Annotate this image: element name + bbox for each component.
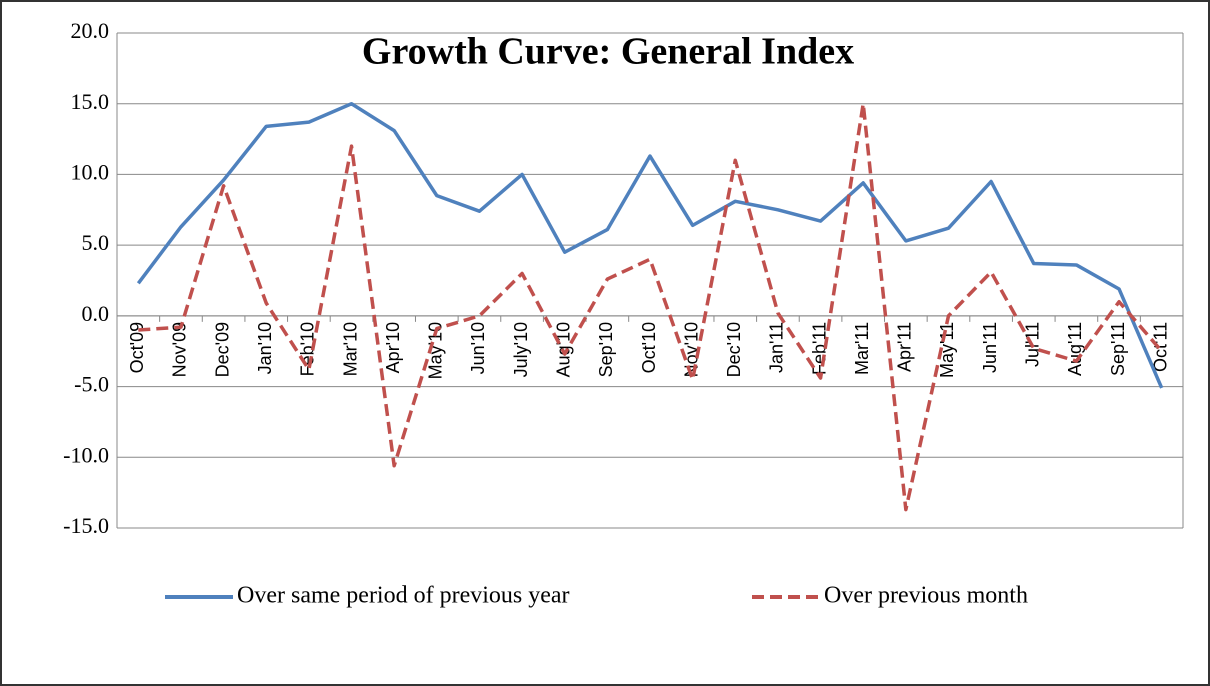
y-tick-label: 15.0 [71,89,110,114]
y-tick-label: 10.0 [71,159,110,184]
x-tick-label: Oct'11 [1150,322,1170,372]
legend-label: Over previous month [824,583,1028,609]
y-tick-label: 0.0 [82,301,110,326]
x-tick-label: Feb'10 [298,322,318,376]
x-tick-label: Jan'11 [767,322,787,373]
y-tick-label: -5.0 [74,372,109,397]
series-line [136,101,1164,389]
y-tick-label: -15.0 [63,513,109,538]
legend-label: Over same period of previous year [237,583,570,609]
x-tick-label: Mar'11 [852,322,872,375]
x-tick-label: Aug'11 [1065,322,1085,376]
x-tick-label: Dec'10 [724,322,744,377]
x-tick-label: Oct'09 [127,322,147,373]
x-tick-label: Nov'10 [681,322,701,377]
y-tick-label: 5.0 [82,230,110,255]
x-tick-label: Sep'10 [596,322,616,378]
x-tick-label: Mar'10 [340,322,360,376]
x-tick-label: Apr'11 [895,322,915,372]
x-tick-label: Nov'09 [170,322,190,377]
x-tick-label: May'10 [426,322,446,379]
x-tick-label: Jun'10 [468,322,488,374]
y-tick-label: -10.0 [63,442,109,467]
chart-title: Growth Curve: General Index [362,31,854,73]
x-tick-label: May'11 [937,322,957,378]
x-tick-label: Jan'10 [255,322,275,374]
x-tick-label: Jun'11 [980,322,1000,373]
y-tick-label: 20.0 [71,18,110,43]
x-tick-label: Oct'10 [639,322,659,373]
x-tick-label: Sep'11 [1108,322,1128,376]
x-tick-label: Apr'10 [383,322,403,373]
x-tick-label: July'10 [511,322,531,377]
x-tick-label: Dec'09 [212,322,232,377]
